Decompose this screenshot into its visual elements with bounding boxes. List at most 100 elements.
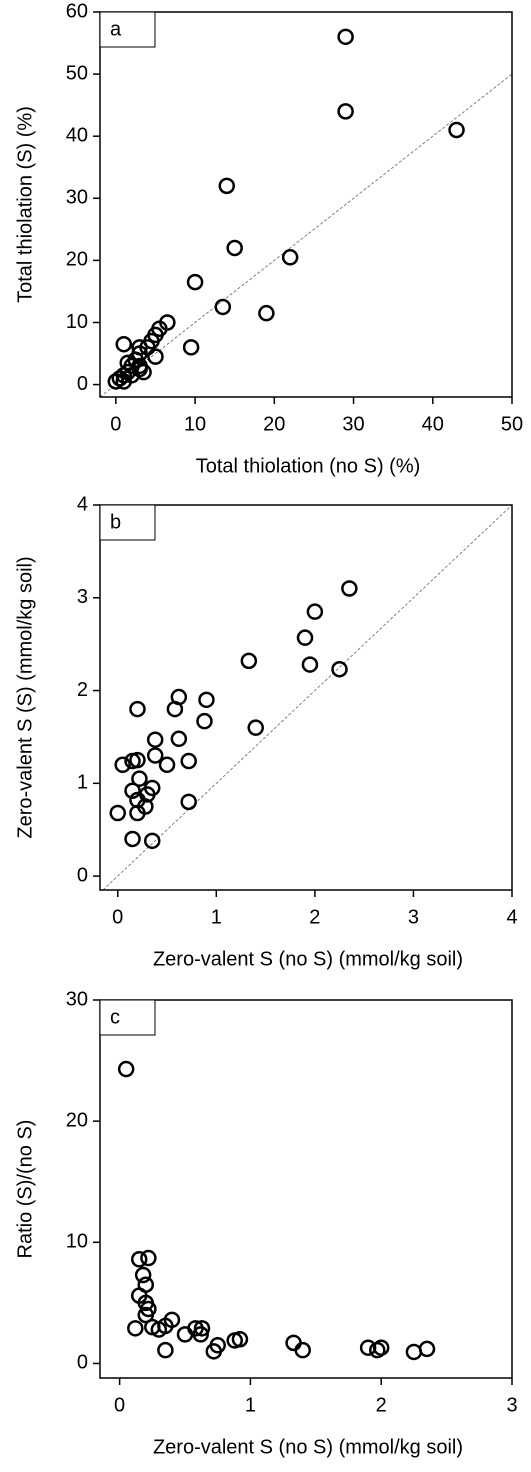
y-tick-label: 10 [66, 311, 88, 333]
point [115, 335, 133, 353]
x-tick-label: 3 [408, 906, 419, 928]
point [129, 700, 146, 718]
x-tick-label: 30 [342, 413, 364, 435]
point [146, 747, 164, 764]
point [247, 719, 264, 736]
point [240, 652, 258, 670]
point [341, 580, 358, 597]
point [134, 1266, 152, 1284]
point [109, 804, 126, 822]
point [137, 798, 154, 815]
point [218, 177, 236, 195]
point [306, 603, 324, 620]
point [226, 239, 243, 257]
x-axis-title: Zero-valent S (no S) (mmol/kg soil) [153, 1436, 463, 1458]
y-tick-label: 20 [66, 1109, 88, 1131]
point [182, 339, 200, 356]
point [146, 731, 164, 748]
point [285, 1334, 302, 1352]
point [331, 660, 348, 678]
x-tick-label: 1 [245, 1394, 256, 1416]
x-tick-label: 2 [309, 906, 320, 928]
point [147, 348, 164, 365]
point [418, 1340, 436, 1358]
y-tick-label: 0 [77, 373, 88, 395]
panel-label-box [99, 504, 156, 541]
point [143, 779, 161, 797]
x-axis-title: Total thiolation (no S) (%) [196, 455, 421, 477]
identity-line [102, 504, 513, 891]
y-tick-label: 0 [77, 1352, 88, 1374]
point [196, 712, 213, 730]
x-tick-label: 10 [184, 413, 206, 435]
point [337, 103, 354, 120]
point [107, 373, 125, 390]
point [405, 1343, 423, 1361]
point [209, 1337, 226, 1354]
y-tick-label: 1 [77, 772, 88, 794]
y-tick-label: 2 [77, 679, 88, 701]
point [281, 249, 299, 266]
point [114, 756, 131, 774]
y-tick-label: 50 [66, 62, 88, 84]
panel-label: a [110, 18, 122, 40]
x-tick-label: 0 [112, 906, 123, 928]
point [137, 1306, 155, 1324]
point [158, 756, 176, 774]
point [448, 121, 465, 139]
point [163, 1311, 181, 1329]
point [258, 304, 275, 322]
point [140, 1249, 157, 1267]
point [166, 700, 184, 718]
point [157, 1341, 174, 1359]
point [192, 1326, 209, 1343]
point [231, 1330, 249, 1348]
x-tick-label: 0 [114, 1394, 125, 1416]
x-axis-title: Zero-valent S (no S) (mmol/kg soil) [153, 948, 463, 970]
y-tick-label: 40 [66, 124, 88, 146]
point [130, 1251, 148, 1268]
point [186, 273, 204, 291]
y-tick-label: 0 [77, 864, 88, 886]
panel-label-box [99, 11, 156, 48]
point [337, 28, 354, 46]
y-tick-label: 3 [77, 586, 88, 608]
point [124, 830, 141, 848]
point [124, 782, 141, 799]
y-tick-label: 30 [66, 187, 88, 209]
point [170, 730, 188, 748]
y-tick-label: 20 [66, 249, 88, 271]
x-tick-label: 3 [506, 1394, 517, 1416]
x-tick-label: 4 [506, 906, 517, 928]
point [301, 656, 319, 673]
panel-label: c [110, 1006, 120, 1028]
y-axis-title: Zero-valent S (S) (mmol/kg soil) [14, 556, 36, 838]
x-tick-label: 1 [211, 906, 222, 928]
x-tick-label: 20 [263, 413, 285, 435]
plot-frame [99, 999, 513, 1379]
identity-line [99, 73, 513, 398]
x-tick-label: 2 [376, 1394, 387, 1416]
y-tick-label: 30 [66, 988, 88, 1010]
x-tick-label: 0 [110, 413, 121, 435]
point [131, 770, 148, 787]
y-tick-label: 4 [77, 493, 88, 515]
point [180, 752, 197, 770]
point [198, 691, 215, 709]
y-axis-title: Total thiolation (S) (%) [14, 106, 36, 303]
point [123, 367, 140, 384]
point [117, 1060, 135, 1078]
y-axis-title: Ratio (S)/(no S) [14, 1120, 36, 1259]
x-tick-label: 40 [422, 413, 444, 435]
point [214, 298, 232, 316]
panel-label-box [99, 999, 156, 1036]
point [129, 751, 146, 769]
point [372, 1339, 390, 1356]
point [296, 629, 314, 646]
x-tick-label: 50 [501, 413, 523, 435]
plot-frame [99, 504, 513, 891]
point [127, 1320, 144, 1337]
y-tick-label: 60 [66, 0, 88, 22]
point [180, 793, 197, 811]
